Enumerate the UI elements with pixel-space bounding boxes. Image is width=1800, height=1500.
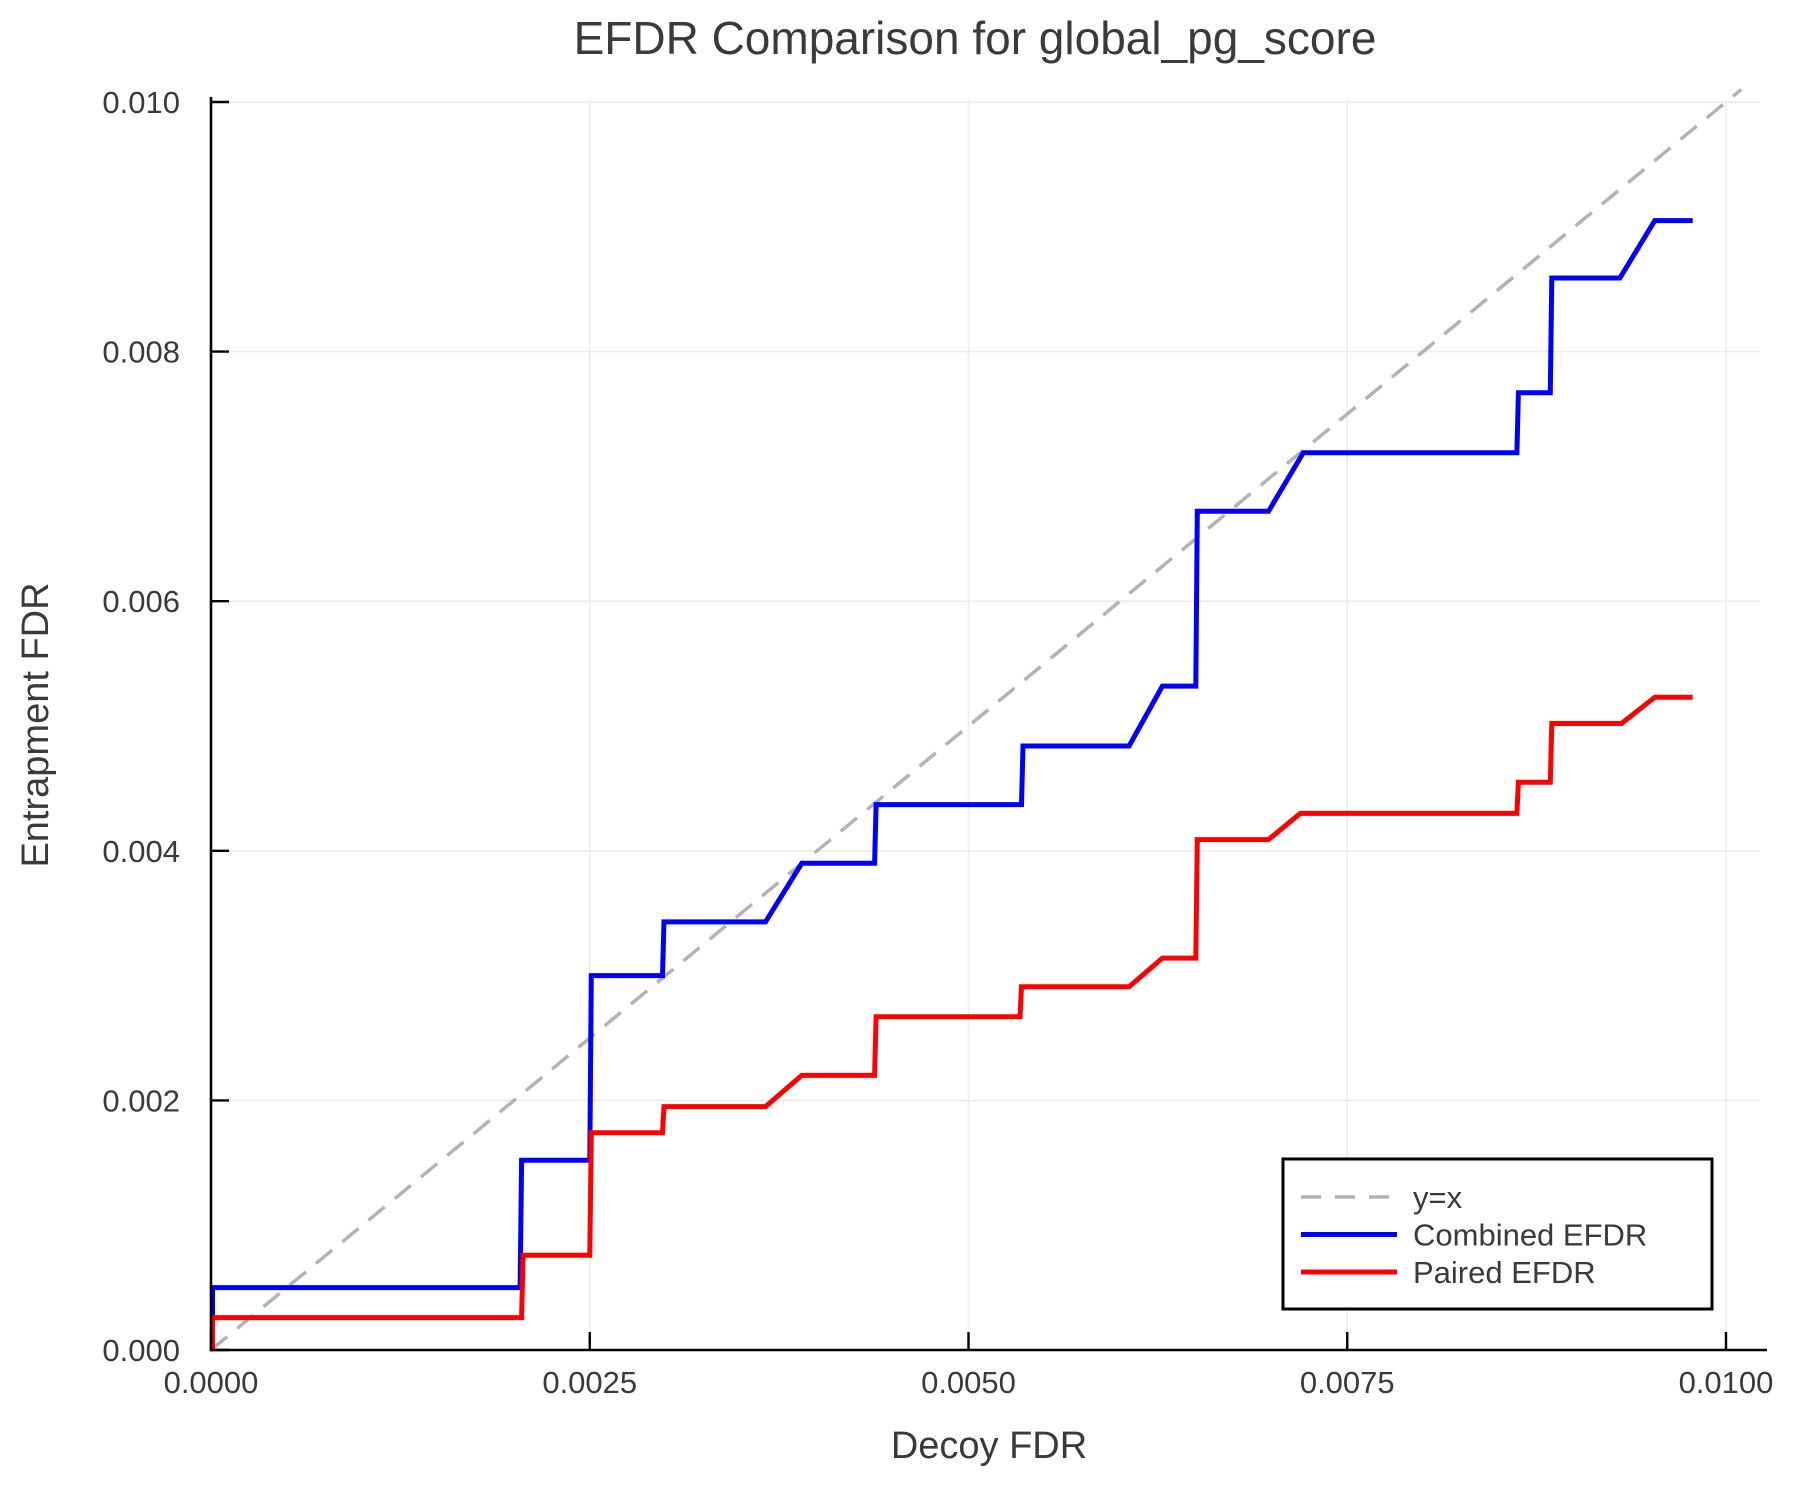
x-tick-label: 0.0000 [164, 1365, 259, 1400]
x-tick-label: 0.0025 [542, 1365, 637, 1400]
legend-label: Paired EFDR [1413, 1255, 1596, 1290]
y-tick-label: 0.010 [102, 85, 180, 120]
x-axis-label: Decoy FDR [891, 1425, 1087, 1467]
y-equals-x-line [209, 88, 1743, 1352]
tick-marks [209, 100, 1728, 1352]
gridlines [211, 100, 1760, 1350]
paired-efdr-curve [210, 694, 1693, 1350]
tick-labels: 0.0000 0.0025 0.0050 0.0075 0.0100 0.000 0.002… [102, 85, 1773, 1400]
axes-spines [209, 97, 1767, 1352]
y-tick-label: 0.004 [102, 834, 180, 869]
x-tick-label: 0.0075 [1300, 1365, 1395, 1400]
y-tick-label: 0.002 [102, 1083, 180, 1118]
combined-efdr-curve [210, 218, 1693, 1350]
data-series [210, 218, 1693, 1350]
reference-diagonal-line [209, 88, 1743, 1352]
legend-label: Combined EFDR [1413, 1218, 1647, 1253]
y-tick-label: 0.008 [102, 335, 180, 370]
x-tick-label: 0.0100 [1679, 1365, 1774, 1400]
y-tick-label: 0.000 [102, 1333, 180, 1368]
legend-label: y=x [1413, 1180, 1463, 1215]
x-tick-label: 0.0050 [921, 1365, 1016, 1400]
chart-title: EFDR Comparison for global_pg_score [574, 12, 1377, 64]
y-tick-label: 0.006 [102, 584, 180, 619]
y-axis-label: Entrapment FDR [15, 582, 57, 867]
